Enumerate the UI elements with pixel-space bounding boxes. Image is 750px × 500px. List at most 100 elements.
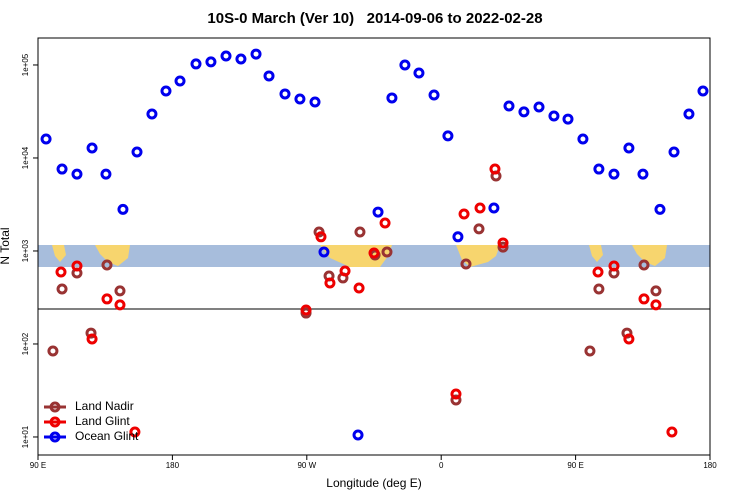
data-point (368, 247, 380, 259)
data-point (413, 67, 425, 79)
data-point (55, 266, 67, 278)
data-point (100, 168, 112, 180)
data-point (381, 246, 393, 258)
data-point (654, 203, 666, 215)
data-point (548, 110, 560, 122)
data-point (250, 48, 262, 60)
data-point (294, 93, 306, 105)
land-shape (52, 245, 66, 262)
data-point (488, 202, 500, 214)
x-tick-label: 0 (439, 461, 444, 470)
data-point (190, 58, 202, 70)
data-point (86, 333, 98, 345)
data-point (101, 293, 113, 305)
x-axis-label: Longitude (deg E) (326, 476, 421, 490)
data-point (697, 85, 709, 97)
data-point (160, 85, 172, 97)
data-point (442, 130, 454, 142)
land-shape (632, 245, 667, 266)
data-point (533, 101, 545, 113)
data-point (608, 168, 620, 180)
y-tick-label: 1e+05 (21, 53, 30, 76)
data-point (458, 208, 470, 220)
data-point (450, 394, 462, 406)
data-point (608, 260, 620, 272)
data-point (638, 293, 650, 305)
data-point (263, 70, 275, 82)
data-point (279, 88, 291, 100)
data-point (56, 283, 68, 295)
data-point (114, 299, 126, 311)
data-point (353, 282, 365, 294)
data-point (300, 304, 312, 316)
data-point (474, 202, 486, 214)
data-point (497, 237, 509, 249)
data-point (47, 345, 59, 357)
legend-marker (49, 416, 61, 428)
data-point (379, 217, 391, 229)
y-tick-label: 1e+02 (21, 332, 30, 355)
x-tick-label: 180 (166, 461, 180, 470)
chart-title: 10S-0 March (Ver 10) 2014-09-06 to 2022-… (207, 10, 542, 27)
data-point (386, 92, 398, 104)
data-point (452, 231, 464, 243)
data-point (623, 142, 635, 154)
x-tick-label: 180 (703, 461, 717, 470)
data-point (315, 231, 327, 243)
data-point (146, 108, 158, 120)
data-point (235, 53, 247, 65)
y-tick-label: 1e+04 (21, 146, 30, 169)
data-point (372, 206, 384, 218)
data-point (638, 259, 650, 271)
data-point (503, 100, 515, 112)
data-point (637, 168, 649, 180)
data-point (650, 299, 662, 311)
data-point (85, 327, 97, 339)
legend-label: Land Glint (75, 414, 130, 428)
legend-label: Ocean Glint (75, 429, 139, 443)
data-point (593, 163, 605, 175)
data-point (56, 163, 68, 175)
data-point (354, 226, 366, 238)
y-tick-label: 1e+01 (21, 425, 30, 448)
data-point (497, 241, 509, 253)
data-point (460, 258, 472, 270)
x-tick-label: 90 E (30, 461, 46, 470)
data-point (650, 285, 662, 297)
data-point (117, 203, 129, 215)
legend-marker (49, 401, 61, 413)
data-point (352, 429, 364, 441)
data-point (114, 285, 126, 297)
data-point (683, 108, 695, 120)
data-point (584, 345, 596, 357)
data-point (318, 246, 330, 258)
data-point (324, 277, 336, 289)
data-point (86, 142, 98, 154)
data-point (399, 59, 411, 71)
data-point (666, 426, 678, 438)
land-shape (589, 245, 603, 262)
data-point (593, 283, 605, 295)
data-point (562, 113, 574, 125)
legend-marker (49, 431, 61, 443)
data-point (623, 333, 635, 345)
x-tick-label: 90 W (297, 461, 316, 470)
y-axis-label: N Total (0, 227, 12, 264)
data-point (220, 50, 232, 62)
land-shape (95, 245, 130, 266)
y-tick-label: 1e+03 (21, 239, 30, 262)
data-point (428, 89, 440, 101)
data-point (101, 259, 113, 271)
data-point (71, 168, 83, 180)
data-point (473, 223, 485, 235)
data-point (518, 106, 530, 118)
data-point (129, 426, 141, 438)
legend-label: Land Nadir (75, 399, 134, 413)
data-point (668, 146, 680, 158)
data-point (205, 56, 217, 68)
data-point (40, 133, 52, 145)
data-point (339, 265, 351, 277)
x-tick-label: 90 E (567, 461, 583, 470)
data-point (131, 146, 143, 158)
